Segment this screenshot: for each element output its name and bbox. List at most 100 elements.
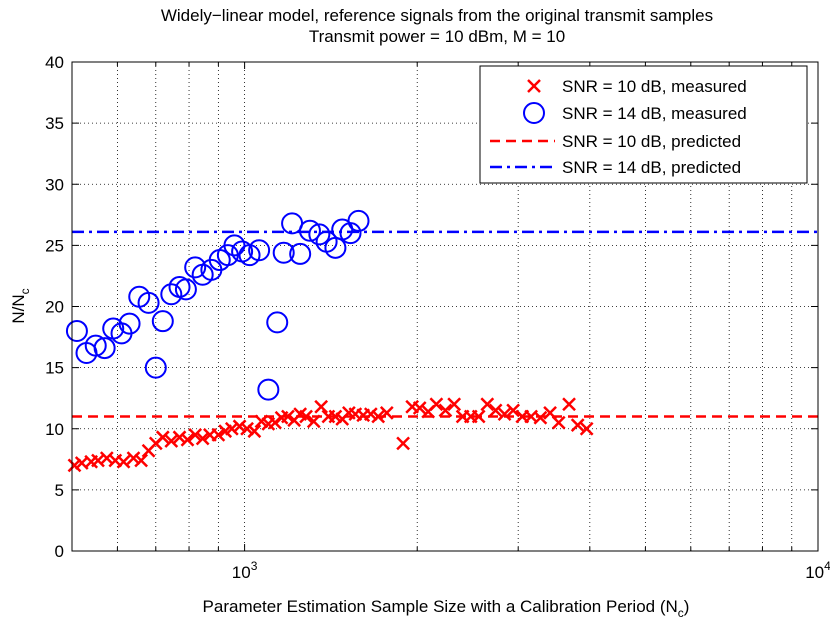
legend-symbol-circle [523,102,545,124]
point-10db-measured [371,409,386,424]
y-tick-label: 40 [45,53,64,72]
point-10db-measured [164,434,179,448]
point-14db-measured [308,223,331,246]
point-14db-measured [272,241,295,264]
point-10db-measured [447,397,462,412]
point-14db-measured [84,334,107,357]
point-x-stroke [180,432,195,447]
point-10db-measured [379,405,394,420]
point-x-stroke [126,451,141,465]
point-10db-measured [232,419,247,434]
x-axis-label: Parameter Estimation Sample Size with a … [203,597,690,620]
point-10db-measured [429,397,444,412]
point-10db-measured [396,436,411,451]
point-x-stroke [429,397,444,412]
point-x-stroke [99,451,114,465]
point-x-stroke [116,454,131,469]
legend-label-10db-measured: SNR = 10 dB, measured [562,77,747,96]
y-axis-label-main: N/N [9,294,28,323]
point-x-stroke [543,405,557,420]
point-10db-measured [306,414,321,429]
point-10db-measured [116,454,131,469]
point-14db-measured [298,219,321,242]
point-10db-measured [180,432,195,447]
point-14db-measured [339,222,362,245]
chart-title-line-2: Transmit power = 10 dBm, M = 10 [309,27,565,46]
point-10db-measured [363,407,378,421]
y-axis-label-sub: c [18,288,32,294]
point-x-stroke [480,397,495,412]
point-14db-measured [65,319,88,342]
point-x-stroke [447,397,462,412]
data-points [65,209,594,473]
x-axis-label-sub: c [678,606,684,620]
y-tick-label: 35 [45,114,64,133]
point-14db-measured [289,242,312,265]
point-x-stroke [134,453,149,468]
y-tick-label: 30 [45,175,64,194]
point-x-stroke [579,421,594,436]
legend: SNR = 10 dB, measured SNR = 14 dB, measu… [479,65,808,184]
point-14db-measured [257,378,280,401]
y-tick-label: 10 [45,420,64,439]
point-14db-measured [137,291,160,314]
point-x-stroke [281,409,295,424]
point-10db-measured [281,409,295,424]
point-x-stroke [306,414,321,429]
point-x-stroke [533,410,548,425]
point-10db-measured [134,453,149,468]
point-x-stroke [172,430,187,445]
point-10db-measured [314,399,329,414]
point-x-stroke [396,436,411,451]
legend-symbol-x [527,79,541,93]
point-10db-measured [126,451,141,465]
point-10db-measured [497,407,512,421]
point-10db-measured [488,403,503,418]
point-14db-measured [93,337,116,360]
point-x-stroke [471,409,486,424]
y-tick-label: 0 [55,542,64,561]
x-axis-label-suffix: ) [684,597,690,616]
point-x-stroke [164,434,179,448]
point-14db-measured [223,234,246,257]
point-10db-measured [99,451,114,465]
point-x-stroke [188,427,203,442]
legend-label-10db-predicted: SNR = 10 dB, predicted [562,132,741,151]
point-10db-measured [172,430,187,445]
point-x-stroke [232,419,247,434]
point-x-stroke [91,453,105,468]
point-10db-measured [188,427,203,442]
point-x-stroke [74,456,89,470]
chart-title-line-1: Widely−linear model, reference signals f… [161,6,713,25]
point-10db-measured [299,409,313,424]
point-x-stroke [497,407,512,421]
point-10db-measured [412,401,427,415]
point-10db-measured [562,397,576,412]
point-14db-measured [248,239,271,262]
y-tick-label: 5 [55,481,64,500]
y-tick-label: 15 [45,359,64,378]
x-tick-label: 103 [232,559,258,582]
axis-ticks: 0 5 10 15 20 25 30 35 40 103 104 [45,53,830,582]
point-14db-measured [174,278,197,301]
point-10db-measured [471,409,486,424]
point-10db-measured [570,418,585,432]
point-14db-measured [118,312,141,335]
point-10db-measured [533,410,548,425]
point-x-stroke [570,418,585,432]
point-x-stroke [341,405,356,420]
point-x-stroke [488,403,503,418]
point-14db-measured [266,311,289,334]
point-10db-measured [211,427,226,442]
legend-label-14db-predicted: SNR = 14 dB, predicted [562,158,741,177]
point-14db-measured [347,209,370,232]
point-x-stroke [211,427,226,442]
y-axis-label: N/Nc [9,288,32,323]
point-x-stroke [299,409,313,424]
point-10db-measured [438,403,453,418]
y-tick-label: 20 [45,298,64,317]
point-14db-measured [144,356,167,379]
point-10db-measured [480,397,495,412]
point-x-stroke [247,424,262,439]
x-tick-label: 104 [805,559,830,582]
